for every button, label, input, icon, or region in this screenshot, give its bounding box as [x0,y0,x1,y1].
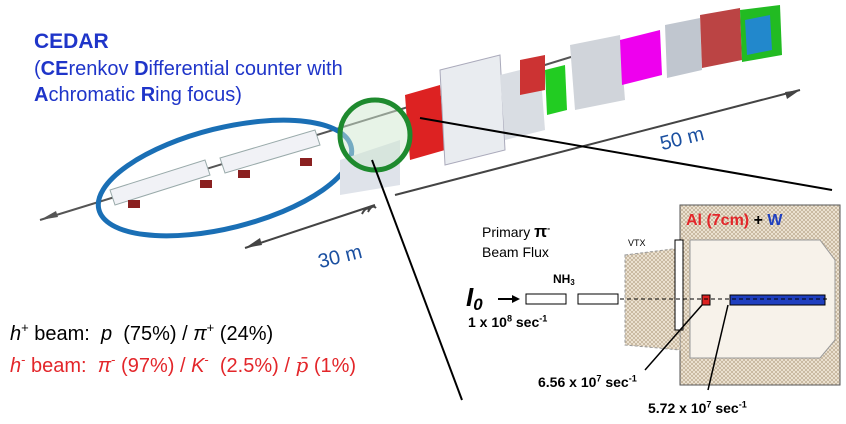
text: p [100,323,113,345]
text: 3 [570,277,575,287]
cedar-detectors [109,129,321,208]
text: ing focus) [155,84,242,106]
vtx-label: VTX [628,238,646,248]
text: -1 [539,313,548,324]
text: h [10,323,22,345]
text: (1%) [308,355,357,377]
cedar-name: (CErenkov Differential counter with Achro… [34,56,343,108]
text: CE [40,58,69,80]
text: NH [553,272,571,286]
beam-flux: 1 x 108 sec-1 [468,314,547,330]
text: 8 [506,313,512,324]
negative-beam: h- beam: π- (97%) / K- (2.5%) / p̄ (1%) [10,353,356,378]
text: K [191,355,205,377]
text: - [111,352,116,368]
text: h [10,355,22,377]
positive-beam: h+ beam: p (75%) / π+ (24%) [10,320,274,346]
text: Primary [482,224,531,240]
flux-at-w: 5.72 x 107 sec-1 [648,400,747,416]
nuclear-target: Al (7cm) + W [686,212,782,230]
text: p̄ [295,353,309,377]
text: beam: [28,323,101,345]
text: 5.72 x 10 [648,400,707,416]
text: - [21,352,26,368]
intensity: I0 [466,282,483,313]
text: -1 [738,399,747,410]
text: 7 [706,399,712,410]
text: sec [512,314,540,330]
text: D [134,58,149,80]
text: 7 [596,373,602,384]
text: ( [34,58,41,80]
text: (24%) [214,323,274,345]
text: (97%) / [115,355,192,377]
beam-label: Primary π- Beam Flux [482,222,550,262]
text: Al (7cm) [686,212,750,229]
target-material: NH3 [553,272,575,286]
text: sec [601,374,629,390]
text: beam: [25,355,98,377]
text: + [753,212,768,229]
text: -1 [628,373,637,384]
distance-arrow [394,89,801,196]
text: 6.56 x 10 [538,374,597,390]
flux-after-nh3: 6.56 x 107 sec-1 [538,374,637,390]
cedar-highlight [95,117,355,239]
distance-arrow [244,204,376,249]
text: A [34,84,49,106]
zoom-line [419,117,833,191]
text: I [466,282,474,312]
text: ifferential counter with [148,58,343,80]
text: chromatic [48,84,141,106]
text: renkov [68,58,135,80]
target-highlight [337,97,413,173]
text: (2.5%) / [208,355,296,377]
text: 1 x 10 [468,314,507,330]
spectrometer [340,5,782,195]
zoom-line [371,159,463,401]
text: π [97,355,112,377]
text: + [21,320,29,336]
text: R [140,84,156,106]
text: 0 [473,295,483,315]
cedar-title: CEDAR [34,30,109,53]
text: π [193,323,207,345]
text: - [547,223,551,234]
text: sec [711,400,739,416]
text: - [204,352,209,368]
text: π [534,222,548,241]
text: + [206,320,215,336]
text: Beam Flux [482,244,549,260]
text: W [767,212,783,229]
text: (75%) / [112,323,194,345]
